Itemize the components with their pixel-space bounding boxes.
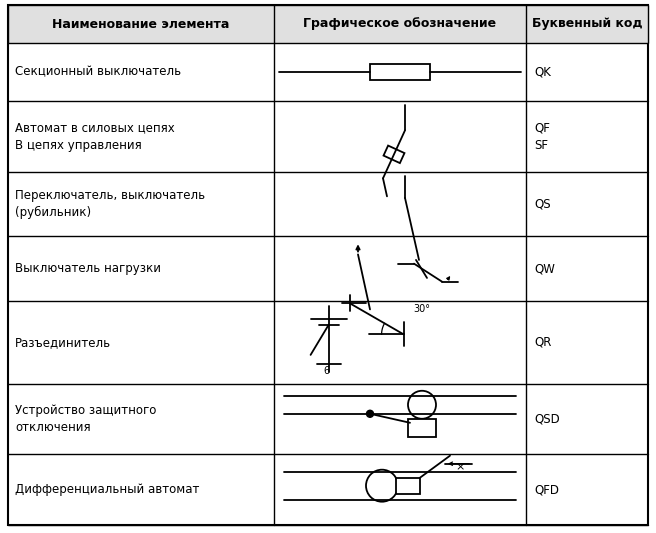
- Bar: [370, 64, 430, 80]
- Text: 30°: 30°: [413, 304, 430, 314]
- Text: Переключатель, выключатель
(рубильник): Переключатель, выключатель (рубильник): [15, 189, 205, 219]
- Text: QR: QR: [535, 336, 552, 349]
- Text: Разъединитель: Разъединитель: [15, 336, 111, 349]
- Text: QSD: QSD: [535, 413, 560, 425]
- Text: 6: 6: [323, 366, 330, 376]
- Text: QFD: QFD: [535, 483, 560, 496]
- Text: Графическое обозначение: Графическое обозначение: [304, 18, 497, 30]
- Text: QW: QW: [535, 262, 555, 275]
- Text: Буквенный код: Буквенный код: [532, 18, 642, 30]
- Text: Устройство защитного
отключения: Устройство защитного отключения: [15, 404, 156, 434]
- Text: Выключатель нагрузки: Выключатель нагрузки: [15, 262, 161, 275]
- Bar: [8, 5, 648, 43]
- Text: Автомат в силовых цепях
В цепях управления: Автомат в силовых цепях В цепях управлен…: [15, 122, 174, 151]
- Text: QF
SF: QF SF: [535, 122, 550, 151]
- Text: Дифференциальный автомат: Дифференциальный автомат: [15, 483, 199, 496]
- Text: Секционный выключатель: Секционный выключатель: [15, 66, 181, 79]
- Text: QK: QK: [535, 66, 551, 79]
- Circle shape: [367, 410, 373, 417]
- Text: QS: QS: [535, 198, 551, 211]
- Text: Наименование элемента: Наименование элемента: [52, 18, 230, 30]
- Bar: [408, 419, 436, 437]
- Text: ×: ×: [455, 463, 464, 473]
- Bar: [396, 478, 420, 494]
